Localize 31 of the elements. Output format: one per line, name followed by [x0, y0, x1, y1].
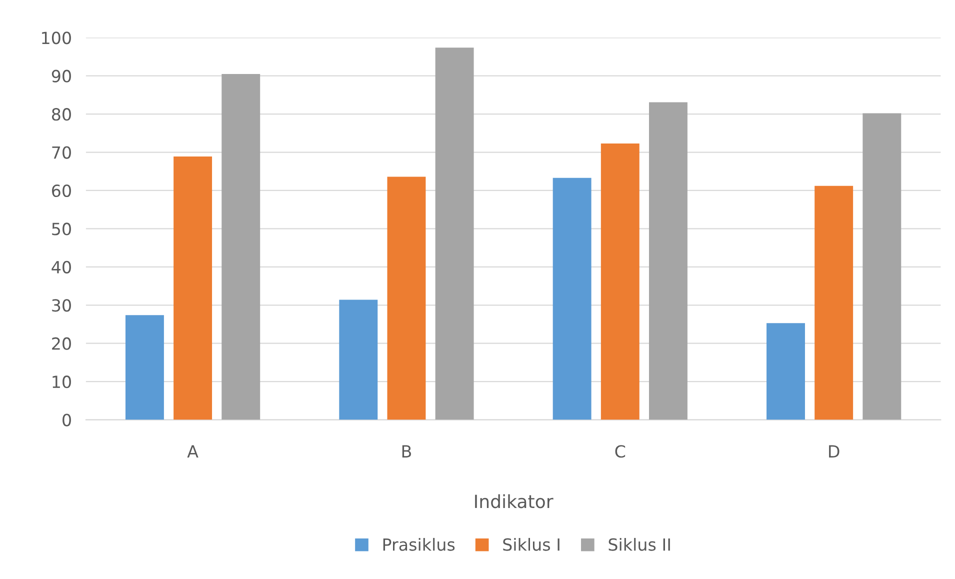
bar [435, 48, 474, 420]
bar [862, 113, 902, 420]
y-tick-label: 0 [62, 414, 71, 426]
legend-label: Siklus II [608, 538, 670, 551]
bar [649, 102, 688, 420]
x-tick-label: C [615, 445, 626, 458]
y-tick-label: 10 [52, 376, 71, 388]
y-tick-label: 40 [52, 260, 71, 274]
bar [125, 315, 164, 420]
y-tick-label: 30 [52, 299, 71, 312]
y-tick-label: 70 [52, 146, 71, 159]
bar [814, 186, 854, 420]
y-tick-label: 100 [42, 32, 71, 44]
bar [600, 143, 640, 420]
y-tick-label: 80 [52, 108, 71, 121]
bar [766, 323, 805, 420]
x-tick-label: D [829, 445, 840, 458]
legend-label: Prasiklus [383, 538, 455, 551]
bar [339, 300, 378, 420]
x-tick-label: B [402, 445, 412, 458]
x-axis-title: Indikator [475, 494, 554, 508]
y-tick-label: 60 [52, 184, 71, 198]
y-tick-label: 20 [52, 337, 71, 350]
bar [387, 176, 426, 420]
x-tick-label: A [187, 445, 198, 458]
bar [222, 74, 260, 420]
bar [552, 178, 592, 420]
y-tick-label: 90 [52, 70, 71, 82]
legend-label: Siklus I [503, 538, 560, 551]
y-tick-label: 50 [52, 222, 71, 236]
bar [174, 156, 212, 420]
